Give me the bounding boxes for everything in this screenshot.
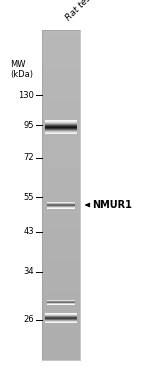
Bar — [45, 130, 77, 131]
Bar — [42, 245, 80, 250]
Bar — [45, 122, 77, 123]
Bar — [42, 30, 80, 360]
Bar — [42, 266, 80, 272]
Bar — [42, 288, 80, 294]
Text: 34: 34 — [23, 267, 34, 277]
Bar — [42, 354, 80, 360]
Bar — [42, 35, 80, 41]
Bar — [42, 140, 80, 146]
Bar — [42, 46, 80, 52]
Bar — [42, 129, 80, 134]
Bar — [45, 125, 77, 126]
Bar — [42, 157, 80, 162]
Bar — [42, 168, 80, 173]
Bar — [42, 217, 80, 223]
Bar — [42, 261, 80, 266]
Bar — [42, 256, 80, 261]
Text: 72: 72 — [23, 154, 34, 163]
Bar — [42, 30, 80, 35]
Bar — [42, 107, 80, 112]
Bar — [42, 305, 80, 311]
Bar — [42, 41, 80, 46]
Bar — [42, 80, 80, 85]
Bar — [42, 91, 80, 96]
Bar — [42, 179, 80, 184]
Bar — [45, 126, 77, 127]
Text: 95: 95 — [24, 120, 34, 130]
Bar — [45, 133, 77, 134]
Bar — [42, 349, 80, 354]
Text: 26: 26 — [23, 315, 34, 325]
Bar — [42, 316, 80, 322]
Bar — [42, 311, 80, 316]
Bar — [42, 223, 80, 228]
Bar — [42, 200, 80, 206]
Bar — [42, 146, 80, 151]
Bar — [42, 250, 80, 256]
Bar — [42, 272, 80, 277]
Bar — [42, 299, 80, 305]
Bar — [45, 127, 77, 128]
Bar — [45, 129, 77, 130]
Bar — [42, 112, 80, 118]
Bar — [42, 123, 80, 129]
Bar — [42, 69, 80, 74]
Bar — [42, 195, 80, 200]
Text: NMUR1: NMUR1 — [92, 200, 132, 210]
Bar — [42, 134, 80, 140]
Bar — [42, 74, 80, 80]
Bar — [42, 173, 80, 179]
Bar — [42, 327, 80, 333]
Bar — [42, 228, 80, 234]
Bar — [42, 63, 80, 69]
Bar — [45, 120, 77, 121]
Bar — [42, 184, 80, 189]
Bar — [42, 239, 80, 245]
Bar — [42, 96, 80, 101]
Bar — [42, 206, 80, 211]
Bar — [42, 294, 80, 299]
Bar — [42, 151, 80, 157]
Bar — [45, 124, 77, 125]
Bar — [42, 85, 80, 91]
Bar — [45, 132, 77, 133]
Bar — [42, 189, 80, 195]
Bar — [42, 277, 80, 283]
Bar — [45, 131, 77, 132]
Bar — [45, 128, 77, 129]
Text: Rat testis: Rat testis — [64, 0, 100, 22]
Text: 55: 55 — [24, 192, 34, 202]
Text: MW
(kDa): MW (kDa) — [10, 60, 33, 79]
Bar — [42, 101, 80, 107]
Bar — [45, 123, 77, 124]
Text: 43: 43 — [23, 227, 34, 237]
Text: 130: 130 — [18, 91, 34, 99]
Bar — [42, 338, 80, 344]
Bar — [42, 283, 80, 288]
Bar — [42, 211, 80, 217]
Bar — [42, 162, 80, 168]
Bar — [42, 52, 80, 58]
Bar — [42, 333, 80, 338]
Bar — [42, 58, 80, 63]
Bar — [45, 121, 77, 122]
Bar — [42, 234, 80, 239]
Bar — [42, 322, 80, 327]
Bar — [42, 344, 80, 349]
Bar — [42, 118, 80, 123]
